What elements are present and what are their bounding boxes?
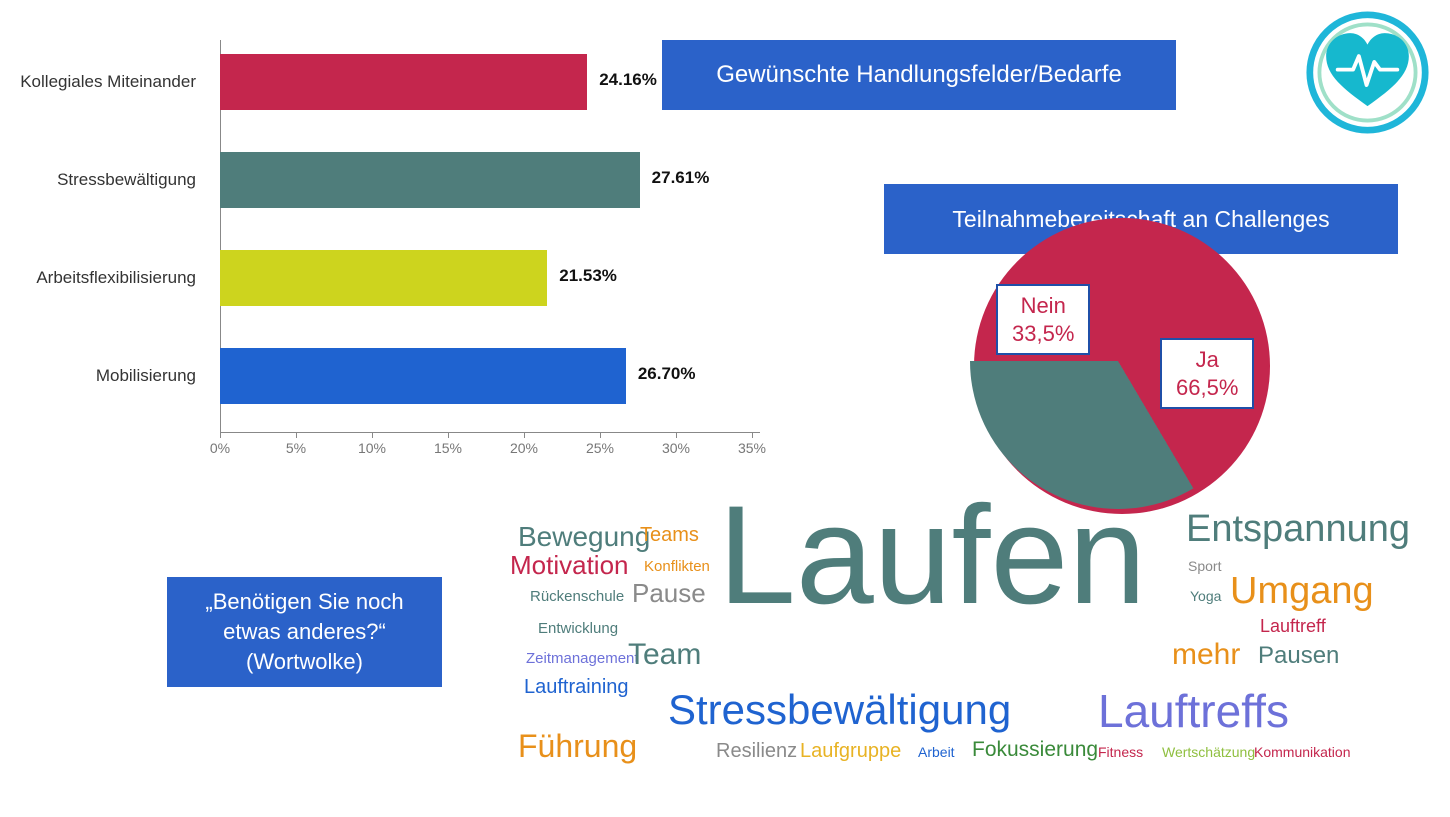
bar-row: Kollegiales Miteinander 24.16% — [20, 52, 780, 112]
bar-xtick-mark — [372, 432, 373, 438]
bar-xtick-mark — [600, 432, 601, 438]
cloud-word: Resilienz — [716, 740, 797, 763]
bar-row: Mobilisierung 26.70% — [20, 346, 780, 406]
pie-callout-nein: Nein33,5% — [996, 284, 1090, 355]
bar-xtick-mark — [752, 432, 753, 438]
bar-xtick: 5% — [286, 440, 306, 456]
cloud-word: Umgang — [1230, 570, 1374, 613]
bar-fill — [220, 348, 626, 404]
cloud-word: Fokussierung — [972, 738, 1098, 762]
cloud-word: Entwicklung — [538, 620, 618, 637]
bar-fill — [220, 54, 587, 110]
bar-xtick-mark — [296, 432, 297, 438]
bar-xtick-mark — [676, 432, 677, 438]
cloud-word: Lauftreffs — [1098, 684, 1289, 738]
bar-value: 24.16% — [599, 70, 657, 90]
bar-label: Mobilisierung — [20, 366, 210, 386]
bar-row: Stressbewältigung 27.61% — [20, 150, 780, 210]
cloud-word: Konflikten — [644, 558, 710, 575]
bar-fill — [220, 152, 640, 208]
cloud-word: Wertschätzung — [1162, 744, 1255, 760]
cloud-word: Fitness — [1098, 744, 1143, 760]
title-cloud-text: „Benötigen Sie noch etwas anderes?“ (Wor… — [180, 587, 429, 676]
bar-fill — [220, 250, 547, 306]
cloud-word: Pause — [632, 578, 706, 609]
pie-callout-nein-pct: 33,5% — [1012, 320, 1074, 348]
cloud-word: Führung — [518, 728, 637, 765]
cloud-word: mehr — [1172, 638, 1240, 672]
bar-label: Stressbewältigung — [20, 170, 210, 190]
cloud-word: Laufgruppe — [800, 740, 901, 763]
cloud-word: Sport — [1188, 558, 1221, 574]
bar-xtick: 20% — [510, 440, 538, 456]
cloud-word: Rückenschule — [530, 588, 624, 605]
bar-xtick: 15% — [434, 440, 462, 456]
cloud-word: Team — [628, 638, 701, 672]
bar-xtick: 10% — [358, 440, 386, 456]
bar-xtick-mark — [220, 432, 221, 438]
bar-xtick: 0% — [210, 440, 230, 456]
pie-callout-ja: Ja66,5% — [1160, 338, 1254, 409]
bar-row: Arbeitsflexibilisierung 21.53% — [20, 248, 780, 308]
bar-xtick: 35% — [738, 440, 766, 456]
bar-value: 21.53% — [559, 266, 617, 286]
cloud-word: Stressbewältigung — [668, 686, 1011, 734]
cloud-word: Pausen — [1258, 642, 1339, 670]
pie-callout-nein-label: Nein — [1012, 292, 1074, 320]
pie-callout-ja-label: Ja — [1176, 346, 1238, 374]
bar-label: Kollegiales Miteinander — [20, 72, 210, 92]
bar-label: Arbeitsflexibilisierung — [20, 268, 210, 288]
bar-xtick: 30% — [662, 440, 690, 456]
cloud-word: Teams — [640, 524, 699, 547]
cloud-word: Zeitmanagement — [526, 650, 639, 667]
bar-value: 27.61% — [652, 168, 710, 188]
word-cloud: LaufenEntspannungBewegungTeamsMotivation… — [460, 500, 1440, 800]
health-logo-icon — [1305, 10, 1430, 135]
bar-value: 26.70% — [638, 364, 696, 384]
bar-xtick-mark — [524, 432, 525, 438]
bar-xtick-mark — [448, 432, 449, 438]
cloud-word: Kommunikation — [1254, 744, 1351, 760]
cloud-word: Bewegung — [518, 521, 650, 553]
cloud-word: Arbeit — [918, 744, 955, 760]
cloud-word: Entspannung — [1186, 508, 1410, 551]
cloud-word: Yoga — [1190, 588, 1221, 604]
bar-xtick: 25% — [586, 440, 614, 456]
cloud-word: Motivation — [510, 550, 629, 581]
cloud-word: Lauftreff — [1260, 616, 1326, 637]
pie-callout-ja-pct: 66,5% — [1176, 374, 1238, 402]
bar-x-axis — [220, 432, 760, 433]
cloud-word: Lauftraining — [524, 676, 629, 699]
cloud-word: Laufen — [718, 474, 1146, 636]
title-cloud: „Benötigen Sie noch etwas anderes?“ (Wor… — [167, 577, 442, 687]
bar-chart: Kollegiales Miteinander 24.16% Stressbewäl… — [20, 40, 780, 470]
